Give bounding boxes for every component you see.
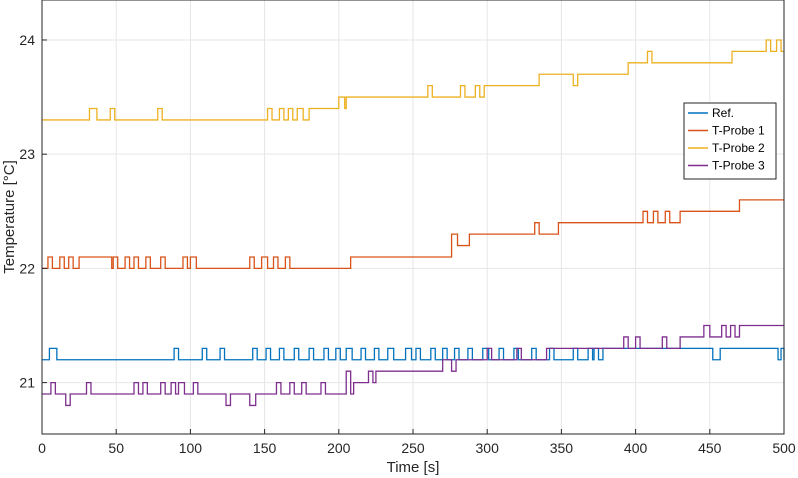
- y-tick-label: 24: [19, 32, 35, 48]
- series-line: [42, 347, 785, 361]
- legend: Ref. T-Probe 1 T-Probe 2 T-Probe 3: [683, 102, 777, 180]
- legend-box: [683, 102, 777, 180]
- y-axis-label: Temperature [°C]: [1, 160, 18, 274]
- legend-label: Ref.: [712, 106, 734, 120]
- x-tick-label: 50: [108, 440, 124, 456]
- y-tick-label: 23: [19, 146, 35, 162]
- y-tick-label: 21: [19, 375, 35, 391]
- x-tick-label: 500: [772, 440, 796, 456]
- series-line: [42, 39, 784, 121]
- x-axis-label: Time [s]: [387, 459, 440, 476]
- legend-label: T-Probe 2: [712, 141, 765, 155]
- y-tick-label: 22: [19, 260, 35, 276]
- x-tick-label: 250: [401, 440, 425, 456]
- x-tick-label: 100: [179, 440, 203, 456]
- legend-label: T-Probe 3: [712, 159, 765, 173]
- x-tick-label: 350: [550, 440, 574, 456]
- x-tick-label: 0: [38, 440, 46, 456]
- x-tick-label: 150: [253, 440, 277, 456]
- series-line: [42, 324, 784, 407]
- series-line: [42, 199, 784, 270]
- x-tick-label: 450: [698, 440, 722, 456]
- x-tick-label: 400: [624, 440, 648, 456]
- x-tick-label: 200: [327, 440, 351, 456]
- x-tick-label: 300: [476, 440, 500, 456]
- tick-marks: [41, 39, 785, 434]
- series-group: [42, 39, 785, 407]
- legend-label: T-Probe 1: [712, 124, 765, 138]
